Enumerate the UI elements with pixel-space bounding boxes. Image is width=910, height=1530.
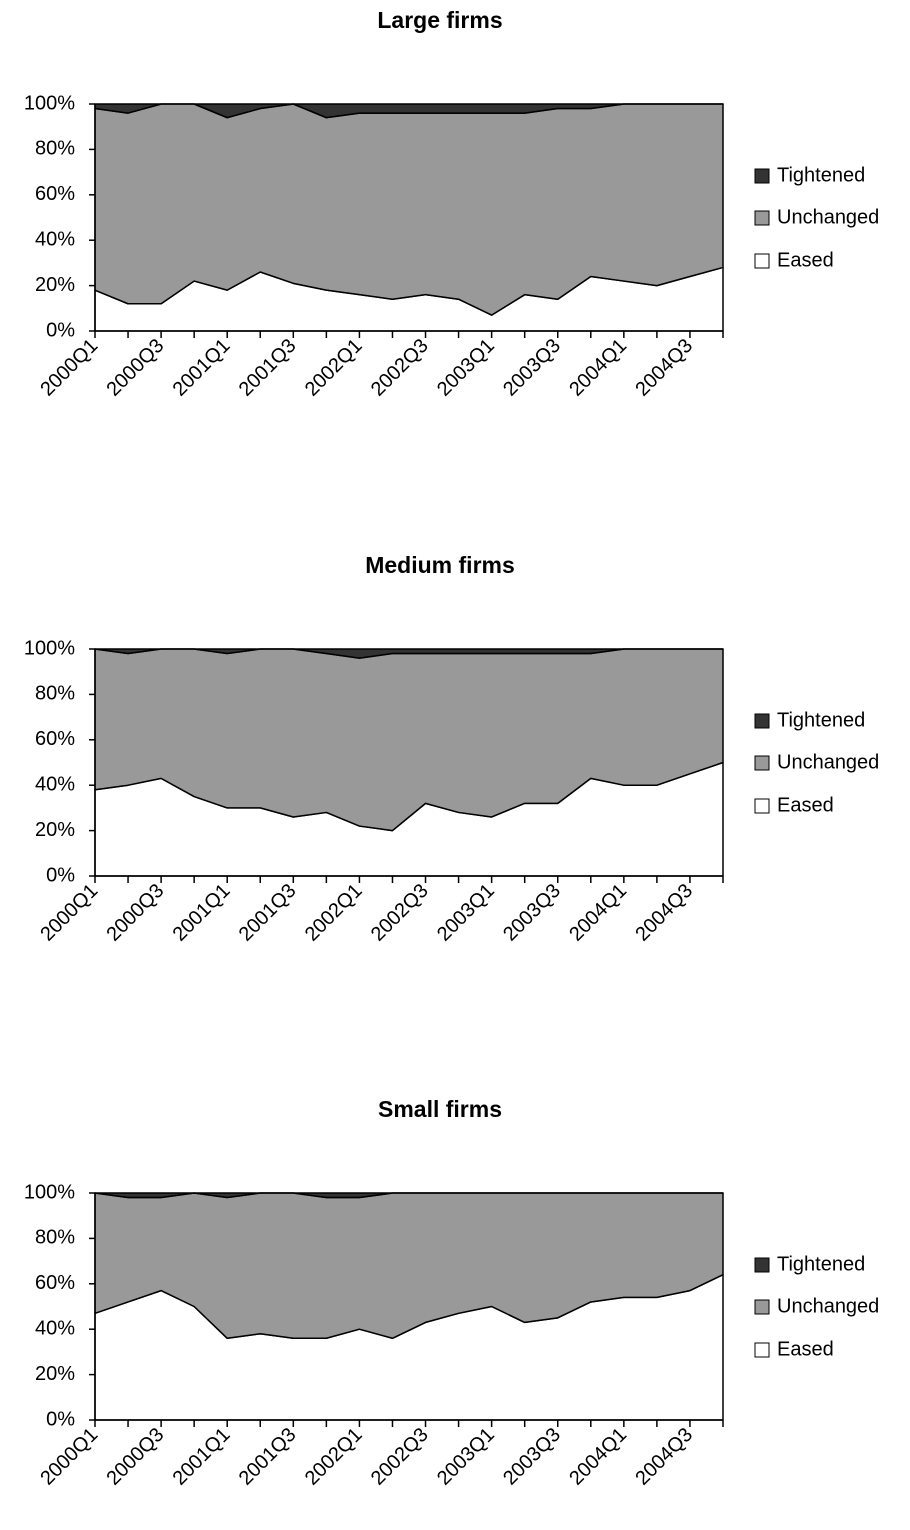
area xyxy=(94,648,724,659)
y-tick-label: 100% xyxy=(24,92,75,114)
area xyxy=(94,103,724,119)
y-tick-label: 60% xyxy=(35,728,75,750)
y-tick-label: 0% xyxy=(46,864,75,886)
x-tick-label: 2004Q1 xyxy=(565,1424,631,1490)
x-tick-label: 2001Q3 xyxy=(235,880,301,946)
legend-swatch xyxy=(754,253,770,269)
x-tick-label: 2003Q3 xyxy=(499,1424,565,1490)
x-tick-label: 2001Q3 xyxy=(235,1424,301,1490)
x-tick-label: 2003Q3 xyxy=(499,880,565,946)
y-tick-label: 80% xyxy=(35,683,75,705)
chart-title: Large firms xyxy=(377,7,502,33)
y-tick-label: 20% xyxy=(35,1363,75,1385)
x-tick-label: 2003Q3 xyxy=(499,335,565,401)
legend-label: Eased xyxy=(777,249,834,271)
x-tick-label: 2000Q1 xyxy=(36,335,102,401)
legend-swatch xyxy=(754,168,770,184)
legend-swatch xyxy=(754,713,770,729)
x-tick-label: 2000Q3 xyxy=(102,335,168,401)
x-tick-label: 2003Q1 xyxy=(433,335,499,401)
x-tick-label: 2000Q3 xyxy=(102,1424,168,1490)
y-tick-label: 20% xyxy=(35,274,75,296)
legend-swatch xyxy=(754,1299,770,1315)
area xyxy=(94,1192,724,1199)
y-tick-label: 0% xyxy=(46,319,75,341)
y-tick-label: 60% xyxy=(35,183,75,205)
legend-swatch xyxy=(754,1257,770,1273)
x-tick-label: 2002Q1 xyxy=(301,880,367,946)
legend-label: Eased xyxy=(777,1338,834,1360)
y-tick-label: 40% xyxy=(35,1317,75,1339)
x-tick-label: 2001Q3 xyxy=(235,335,301,401)
x-tick-label: 2002Q3 xyxy=(367,880,433,946)
x-tick-label: 2001Q1 xyxy=(169,1424,235,1490)
x-tick-label: 2004Q3 xyxy=(631,880,697,946)
legend-swatch xyxy=(754,755,770,771)
y-tick-label: 100% xyxy=(24,637,75,659)
y-tick-label: 100% xyxy=(24,1181,75,1203)
x-tick-label: 2002Q3 xyxy=(367,1424,433,1490)
chart: Medium firms 0% 20% 40% 60% 80% 100% 2000Q1 2000… xyxy=(24,552,879,946)
x-tick-label: 2002Q3 xyxy=(367,335,433,401)
y-tick-label: 20% xyxy=(35,819,75,841)
y-tick-label: 60% xyxy=(35,1272,75,1294)
y-tick-label: 40% xyxy=(35,228,75,250)
y-tick-label: 80% xyxy=(35,1227,75,1249)
legend-swatch xyxy=(754,798,770,814)
legend-label: Tightened xyxy=(777,164,865,186)
x-tick-label: 2002Q1 xyxy=(301,1424,367,1490)
chart-title: Medium firms xyxy=(365,552,515,578)
y-tick-label: 80% xyxy=(35,138,75,160)
x-tick-label: 2004Q1 xyxy=(565,335,631,401)
x-tick-label: 2000Q1 xyxy=(36,1424,102,1490)
chart: Large firms 0% 20% 40% 60% 80% 100% 2000Q1 2000Q… xyxy=(24,7,879,401)
legend-label: Tightened xyxy=(777,709,865,731)
x-tick-label: 2004Q3 xyxy=(631,335,697,401)
x-tick-label: 2001Q1 xyxy=(169,335,235,401)
chart-title: Small firms xyxy=(378,1096,502,1122)
legend-label: Eased xyxy=(777,794,834,816)
x-tick-label: 2004Q1 xyxy=(565,880,631,946)
legend-label: Unchanged xyxy=(777,1295,879,1317)
x-tick-label: 2003Q1 xyxy=(433,880,499,946)
y-tick-label: 0% xyxy=(46,1408,75,1430)
chart: Small firms 0% 20% 40% 60% 80% 100% 2000Q1 2000Q… xyxy=(24,1096,879,1490)
x-tick-label: 2000Q1 xyxy=(36,880,102,946)
legend-swatch xyxy=(754,210,770,226)
legend-label: Tightened xyxy=(777,1253,865,1275)
x-tick-label: 2003Q1 xyxy=(433,1424,499,1490)
x-tick-label: 2002Q1 xyxy=(301,335,367,401)
legend-label: Unchanged xyxy=(777,751,879,773)
y-tick-label: 40% xyxy=(35,773,75,795)
x-tick-label: 2000Q3 xyxy=(102,880,168,946)
legend-label: Unchanged xyxy=(777,206,879,228)
x-tick-label: 2004Q3 xyxy=(631,1424,697,1490)
legend-swatch xyxy=(754,1342,770,1358)
x-tick-label: 2001Q1 xyxy=(169,880,235,946)
